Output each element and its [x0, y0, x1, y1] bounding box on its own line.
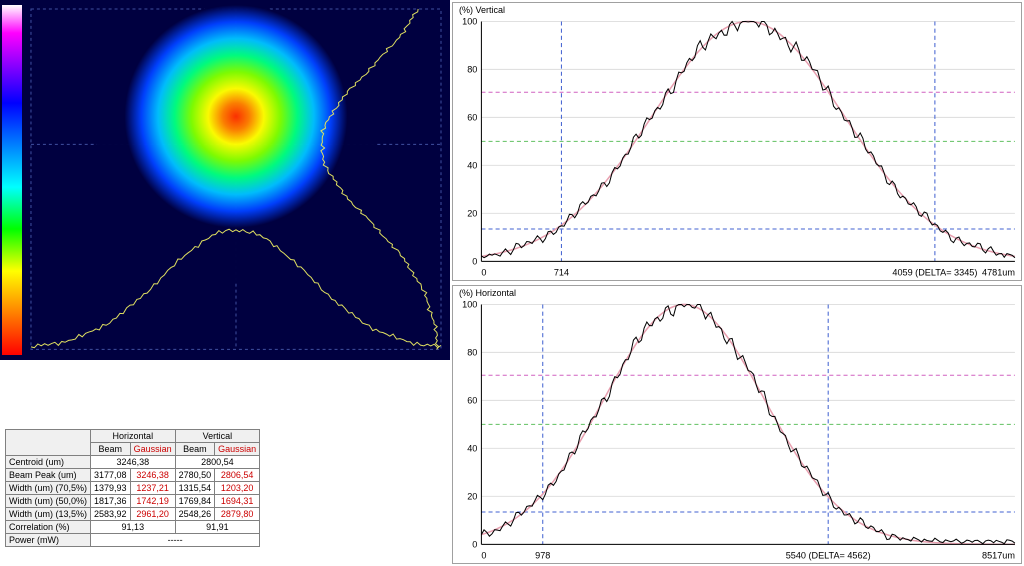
main-container: Horizontal Vertical Beam Gaussian Beam G… [0, 0, 1024, 552]
cell: 2583,92 [91, 508, 131, 521]
svg-text:714: 714 [554, 268, 569, 278]
th-v-beam: Beam [175, 443, 215, 456]
svg-text:5540 (DELTA= 4562): 5540 (DELTA= 4562) [786, 551, 871, 561]
row-label: Beam Peak (um) [6, 469, 91, 482]
v-chart-title: (%) Vertical [459, 5, 505, 15]
cell: 3177,08 [91, 469, 131, 482]
th-h-gauss: Gaussian [130, 443, 175, 456]
svg-text:100: 100 [462, 16, 477, 26]
svg-text:0: 0 [481, 551, 486, 561]
row-label: Centroid (um) [6, 456, 91, 469]
cell: 2800,54 [175, 456, 260, 469]
left-panel: Horizontal Vertical Beam Gaussian Beam G… [0, 0, 450, 552]
cell: 1203,20 [215, 482, 260, 495]
cell: 2548,26 [175, 508, 215, 521]
vertical-profile-chart[interactable]: (%) Vertical 0 20 40 60 80 100 0 714 4059 (DELTA… [452, 2, 1022, 281]
row-label: Width (um) (70,5%) [6, 482, 91, 495]
svg-text:978: 978 [535, 551, 550, 561]
cell: 1315,54 [175, 482, 215, 495]
cell: 1817,36 [91, 495, 131, 508]
h-chart-title: (%) Horizontal [459, 288, 516, 298]
cell: 1769,84 [175, 495, 215, 508]
svg-text:60: 60 [467, 112, 477, 122]
svg-text:40: 40 [467, 443, 477, 453]
svg-text:8517um: 8517um [982, 551, 1015, 561]
horizontal-profile-chart[interactable]: (%) Horizontal 0 20 40 60 80 100 0 978 5540 (DEL… [452, 285, 1022, 564]
v-chart-svg: 0 20 40 60 80 100 0 714 4059 (DELTA= 3345) 4781um [453, 3, 1021, 280]
row-label: Width (um) (50,0%) [6, 495, 91, 508]
beam-image-view[interactable] [0, 0, 450, 360]
svg-text:60: 60 [467, 395, 477, 405]
row-label: Width (um) (13,5%) [6, 508, 91, 521]
svg-text:100: 100 [462, 299, 477, 309]
cell: 1379,93 [91, 482, 131, 495]
beam-area [22, 0, 450, 360]
svg-text:0: 0 [481, 268, 486, 278]
cell: 2806,54 [215, 469, 260, 482]
th-h-beam: Beam [91, 443, 131, 456]
colorbar [2, 5, 22, 355]
svg-text:20: 20 [467, 208, 477, 218]
svg-text:40: 40 [467, 160, 477, 170]
cell: 2961,20 [130, 508, 175, 521]
beam-data-table: Horizontal Vertical Beam Gaussian Beam G… [5, 429, 260, 547]
th-horizontal: Horizontal [91, 430, 176, 443]
cell: 3246,38 [91, 456, 176, 469]
cell: 1742,19 [130, 495, 175, 508]
cell: 2780,50 [175, 469, 215, 482]
beam-canvas [27, 5, 445, 353]
cell: 2879,80 [215, 508, 260, 521]
svg-text:80: 80 [467, 64, 477, 74]
right-panel: (%) Vertical 0 20 40 60 80 100 0 714 4059 (DELTA… [450, 0, 1024, 552]
cell: 91,91 [175, 521, 260, 534]
th-blank [6, 430, 91, 456]
cell: 1237,21 [130, 482, 175, 495]
row-label: Power (mW) [6, 534, 91, 547]
row-label: Correlation (%) [6, 521, 91, 534]
th-vertical: Vertical [175, 430, 260, 443]
svg-text:0: 0 [472, 256, 477, 266]
svg-text:4059 (DELTA= 3345): 4059 (DELTA= 3345) [892, 268, 977, 278]
th-v-gauss: Gaussian [215, 443, 260, 456]
data-table-area: Horizontal Vertical Beam Gaussian Beam G… [0, 360, 450, 552]
cell: 1694,31 [215, 495, 260, 508]
svg-text:80: 80 [467, 347, 477, 357]
svg-text:0: 0 [472, 539, 477, 549]
svg-text:20: 20 [467, 491, 477, 501]
cell: 3246,38 [130, 469, 175, 482]
svg-text:4781um: 4781um [982, 268, 1015, 278]
h-chart-svg: 0 20 40 60 80 100 0 978 5540 (DELTA= 4562) 8517um [453, 286, 1021, 563]
cell: 91,13 [91, 521, 176, 534]
cell: ----- [91, 534, 260, 547]
